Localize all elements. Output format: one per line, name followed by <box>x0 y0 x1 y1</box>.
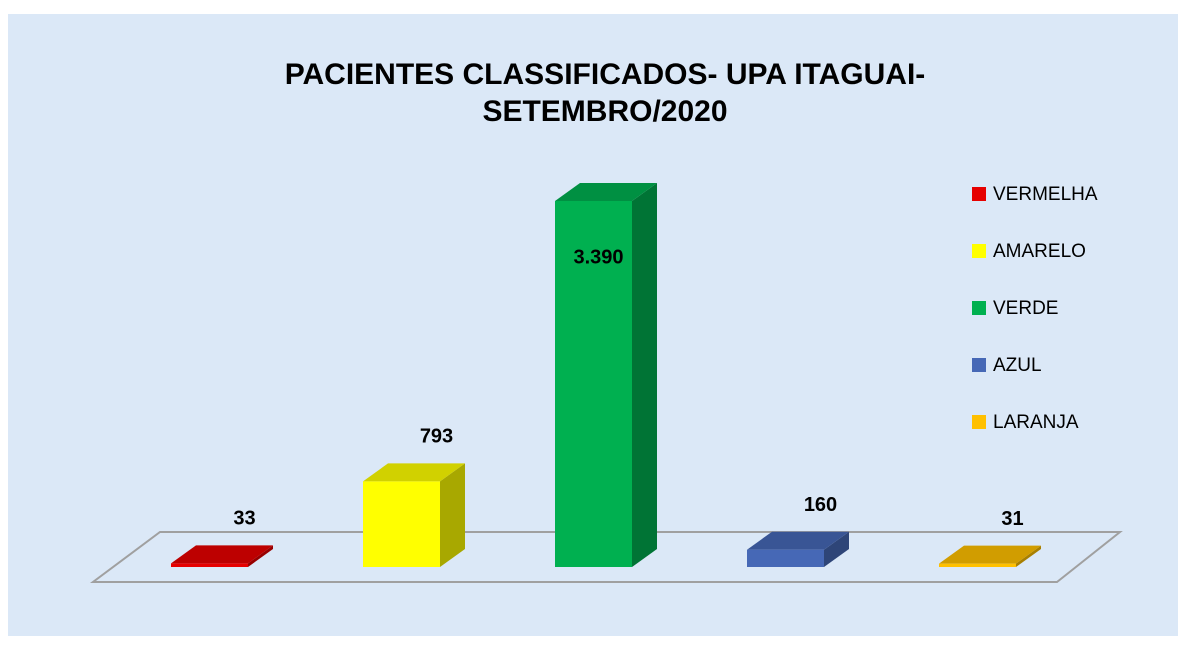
legend-swatch <box>972 244 986 258</box>
value-label: 793 <box>420 426 453 448</box>
bar-side <box>1016 545 1041 567</box>
chart-title: PACIENTES CLASSIFICADOS- UPA ITAGUAI- <box>285 58 926 91</box>
legend-swatch <box>972 187 986 201</box>
chart-subtitle: SETEMBRO/2020 <box>482 95 727 128</box>
bar <box>171 563 248 567</box>
legend-swatch <box>972 301 986 315</box>
bar <box>939 563 1016 567</box>
legend-label: LARANJA <box>993 412 1079 433</box>
bar-top <box>747 531 849 550</box>
value-label: 33 <box>233 508 255 530</box>
legend-swatch <box>972 415 986 429</box>
bar-side <box>440 463 465 567</box>
bar <box>363 481 440 567</box>
legend-label: AZUL <box>993 355 1042 376</box>
bar-top <box>939 545 1041 564</box>
bar <box>747 549 824 567</box>
legend-label: VERDE <box>993 298 1058 319</box>
bar <box>555 201 632 567</box>
bar-side <box>632 183 657 567</box>
legend-swatch <box>972 358 986 372</box>
legend-label: VERMELHA <box>993 184 1098 205</box>
bar-side <box>248 545 273 567</box>
legend-label: AMARELO <box>993 241 1086 262</box>
bar-side <box>824 531 849 567</box>
bar-top <box>555 183 657 201</box>
floor <box>89 531 1123 583</box>
value-label: 3.390 <box>573 246 623 268</box>
value-label: 160 <box>804 494 837 516</box>
bar-top <box>171 545 273 564</box>
value-label: 31 <box>1001 508 1023 530</box>
bar-top <box>363 463 465 482</box>
